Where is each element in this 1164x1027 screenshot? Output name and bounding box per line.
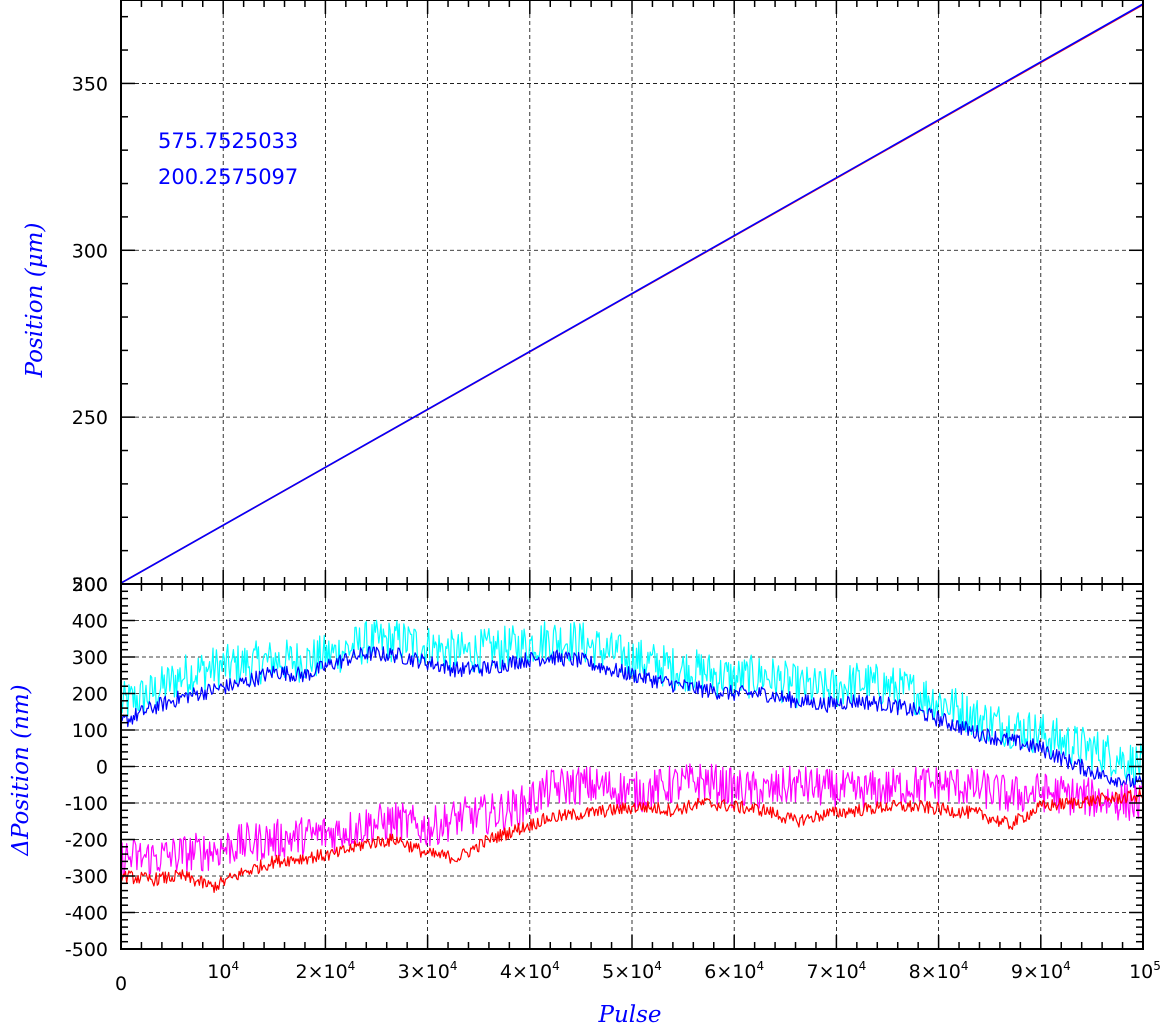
x-tick-label: 9×104 bbox=[1011, 959, 1071, 983]
x-tick-labels: 0 104 2×104 3×104 4×104 5×104 6×104 7×104 8×104 9… bbox=[115, 959, 1161, 995]
bottom-plot-frame bbox=[120, 583, 1144, 950]
bottom-grid bbox=[121, 584, 1143, 949]
top-y-tick-labels: 200 250 300 350 bbox=[72, 73, 108, 596]
x-tick-label: 105 bbox=[1129, 959, 1161, 983]
y-tick-label: -400 bbox=[65, 903, 108, 925]
x-tick-label: 4×104 bbox=[500, 959, 560, 983]
x-tick-label: 2×104 bbox=[295, 959, 355, 983]
series-line-red bbox=[120, 789, 1144, 894]
top-grid bbox=[121, 0, 1143, 584]
y-tick-label: 500 bbox=[72, 574, 108, 596]
top-series bbox=[120, 3, 1144, 584]
y-tick-label: 200 bbox=[72, 684, 108, 706]
series-line-blue bbox=[120, 3, 1144, 584]
y-tick-label: 400 bbox=[72, 611, 108, 633]
x-tick-label: 5×104 bbox=[602, 959, 662, 983]
y-tick-label: 100 bbox=[72, 720, 108, 742]
x-axis-title: Pulse bbox=[597, 1002, 661, 1027]
bottom-panel: -500 -400 -300 -200 -100 0 100 200 300 400 500 ΔPo… bbox=[8, 574, 1144, 961]
y-tick-label: -200 bbox=[65, 830, 108, 852]
y-tick-label: -500 bbox=[65, 939, 108, 961]
series-line-magenta bbox=[120, 763, 1144, 878]
x-tick-label: 0 bbox=[115, 973, 127, 995]
top-ticks bbox=[120, 0, 1144, 585]
y-tick-label: 250 bbox=[72, 407, 108, 429]
annotation-1: 575.7525033 bbox=[158, 129, 298, 153]
bottom-y-axis-title: ΔPosition (nm) bbox=[8, 684, 34, 856]
x-tick-label: 6×104 bbox=[704, 959, 764, 983]
bottom-y-tick-labels: -500 -400 -300 -200 -100 0 100 200 300 400 500 bbox=[65, 574, 108, 961]
series-line-cyan bbox=[120, 619, 1144, 786]
y-tick-label: 0 bbox=[96, 757, 108, 779]
y-tick-label: 300 bbox=[72, 240, 108, 262]
x-tick-label: 104 bbox=[207, 959, 239, 983]
bottom-series bbox=[120, 619, 1144, 894]
top-y-axis-title: Position (μm) bbox=[22, 223, 48, 379]
y-tick-label: -100 bbox=[65, 793, 108, 815]
annotation-2: 200.2575097 bbox=[158, 165, 298, 189]
top-panel: 200 250 300 350 575.7525033 200.2575097 Pos… bbox=[22, 0, 1144, 596]
y-tick-label: 300 bbox=[72, 647, 108, 669]
x-tick-label: 7×104 bbox=[806, 959, 866, 983]
series-line-blue bbox=[120, 646, 1144, 789]
y-tick-label: 200 bbox=[72, 574, 108, 596]
x-tick-label: 8×104 bbox=[909, 959, 969, 983]
x-tick-label: 3×104 bbox=[398, 959, 458, 983]
y-tick-label: 350 bbox=[72, 73, 108, 95]
y-tick-label: -300 bbox=[65, 866, 108, 888]
